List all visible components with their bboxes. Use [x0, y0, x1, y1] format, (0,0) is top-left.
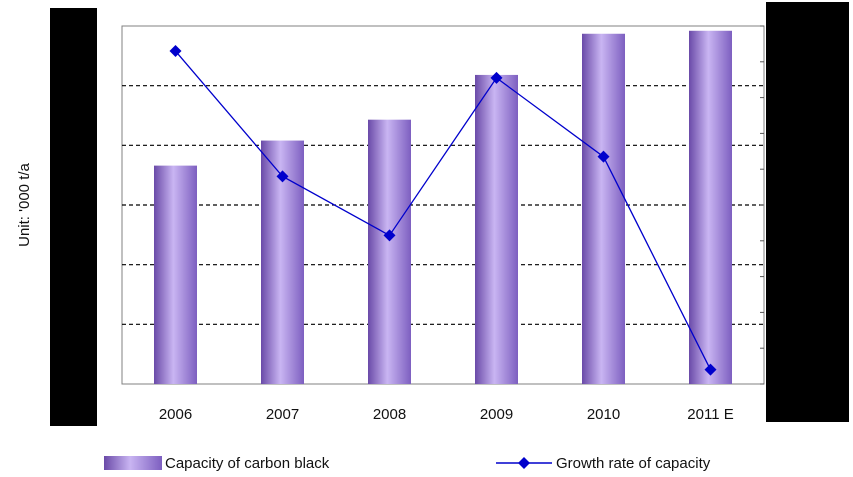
- bar-2009: [475, 74, 518, 384]
- bar-2006: [154, 165, 197, 384]
- x-tick-label: 2010: [587, 406, 620, 423]
- y-axis-label: Unit: '000 t/a: [16, 162, 33, 246]
- bar-2010: [582, 33, 625, 385]
- x-tick-label: 2006: [159, 406, 192, 423]
- x-tick-label: 2008: [373, 406, 406, 423]
- x-tick-label: 2007: [266, 406, 299, 423]
- legend: Capacity of carbon black Growth rate of …: [104, 455, 711, 472]
- right-axis-redaction: [766, 2, 849, 422]
- growth-point-2010: [597, 150, 610, 163]
- gridlines: [122, 85, 764, 325]
- bar-2008: [368, 119, 411, 384]
- bar-2011-e: [689, 30, 732, 384]
- growth-point-2009: [490, 71, 503, 84]
- legend-swatch-capacity: [104, 456, 162, 470]
- x-tick-label: 2011 E: [687, 406, 733, 423]
- growth-rate-line: [175, 50, 712, 370]
- x-axis-ticks: 2006 2007 2008 2009 2010 2011 E: [159, 406, 734, 423]
- growth-point-2008: [383, 229, 396, 242]
- legend-label-capacity: Capacity of carbon black: [165, 455, 330, 472]
- legend-label-growth: Growth rate of capacity: [556, 455, 711, 472]
- right-axis-ticks: [760, 25, 764, 385]
- left-axis-redaction: [50, 8, 97, 426]
- legend-marker-growth: [518, 457, 530, 469]
- bar-series: [154, 30, 732, 385]
- growth-point-2011-e: [704, 363, 717, 376]
- x-tick-label: 2009: [480, 406, 513, 423]
- plot-area: [121, 25, 765, 385]
- growth-point-2006: [169, 45, 182, 58]
- growth-point-2007: [276, 170, 289, 183]
- line-series: [169, 45, 717, 376]
